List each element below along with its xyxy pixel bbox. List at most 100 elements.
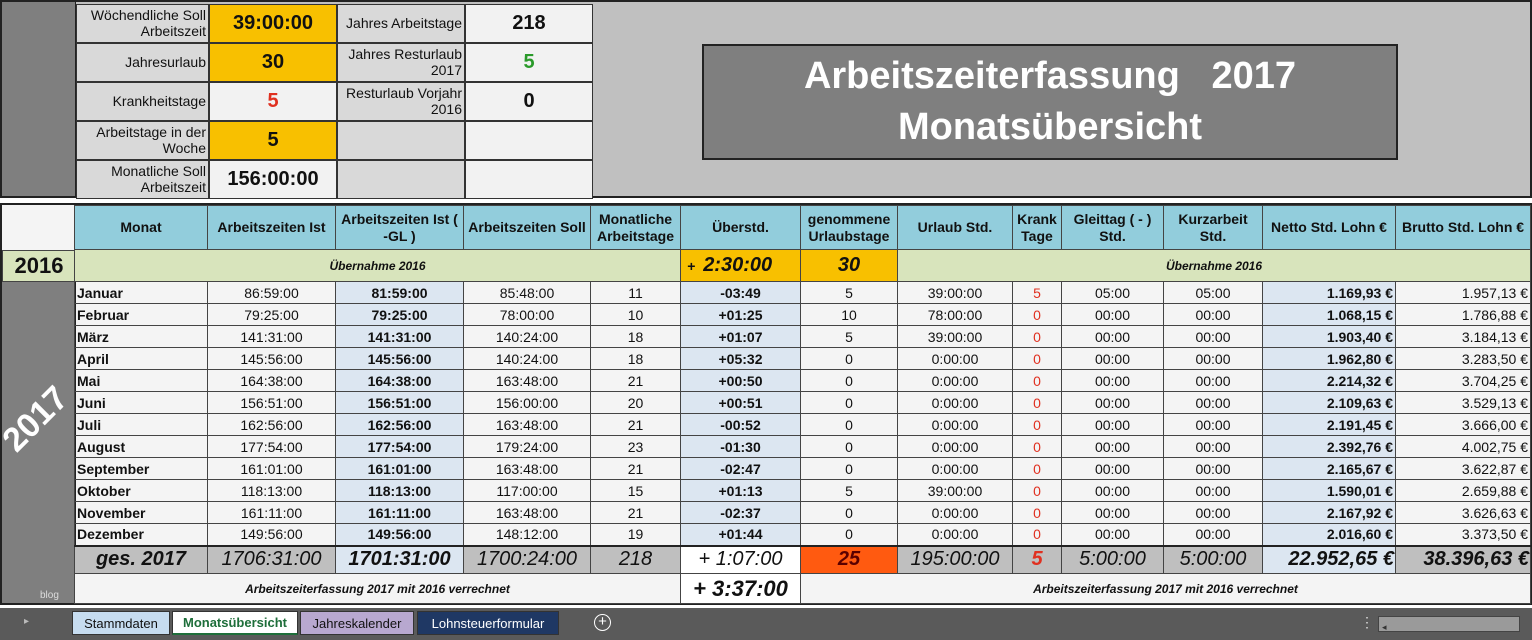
carry-overtime[interactable]: +2:30:00 — [680, 249, 801, 282]
setting-value[interactable]: 218 — [465, 4, 593, 43]
table-cell[interactable]: 118:13:00 — [207, 479, 336, 502]
table-cell[interactable]: 3.283,50 € — [1395, 347, 1531, 370]
total-cell[interactable]: 195:00:00 — [897, 544, 1013, 574]
table-cell[interactable]: 140:24:00 — [463, 347, 591, 370]
table-cell[interactable]: 156:51:00 — [207, 391, 336, 414]
table-cell[interactable]: 141:31:00 — [335, 325, 464, 348]
table-cell[interactable]: 161:01:00 — [207, 457, 336, 480]
table-cell[interactable]: 39:00:00 — [897, 325, 1013, 348]
table-cell[interactable]: 163:48:00 — [463, 369, 591, 392]
table-cell[interactable]: 2.659,88 € — [1395, 479, 1531, 502]
table-cell[interactable]: 162:56:00 — [207, 413, 336, 436]
table-cell[interactable]: 140:24:00 — [463, 325, 591, 348]
table-cell[interactable]: April — [74, 347, 208, 370]
table-cell[interactable]: -00:52 — [680, 413, 801, 436]
table-cell[interactable]: 00:00 — [1061, 501, 1164, 524]
table-cell[interactable]: 21 — [590, 457, 681, 480]
table-cell[interactable]: 21 — [590, 413, 681, 436]
table-cell[interactable]: 3.529,13 € — [1395, 391, 1531, 414]
table-cell[interactable]: 3.704,25 € — [1395, 369, 1531, 392]
total-cell[interactable]: 1706:31:00 — [207, 544, 336, 574]
total-cell[interactable]: + 1:07:00 — [680, 544, 801, 574]
table-cell[interactable]: 161:11:00 — [335, 501, 464, 524]
table-cell[interactable]: +05:32 — [680, 347, 801, 370]
table-cell[interactable]: 0:00:00 — [897, 435, 1013, 458]
table-cell[interactable]: 5 — [800, 281, 898, 304]
table-cell[interactable]: 0 — [1012, 391, 1062, 414]
table-cell[interactable]: 164:38:00 — [207, 369, 336, 392]
table-cell[interactable]: 0:00:00 — [897, 501, 1013, 524]
table-cell[interactable]: August — [74, 435, 208, 458]
table-cell[interactable]: 00:00 — [1163, 369, 1263, 392]
more-options-icon[interactable]: ⋮ — [1360, 614, 1374, 630]
table-cell[interactable]: 161:01:00 — [335, 457, 464, 480]
table-cell[interactable]: 00:00 — [1061, 303, 1164, 326]
table-cell[interactable]: 0:00:00 — [897, 523, 1013, 546]
scroll-left-icon[interactable]: ◂ — [1382, 622, 1387, 632]
total-cell[interactable]: 38.396,63 € — [1395, 544, 1531, 574]
table-cell[interactable]: +00:51 — [680, 391, 801, 414]
table-cell[interactable]: 161:11:00 — [207, 501, 336, 524]
table-cell[interactable]: 00:00 — [1061, 523, 1164, 546]
table-cell[interactable]: 15 — [590, 479, 681, 502]
scroll-tabs-left-icon[interactable]: ▸ — [24, 616, 30, 627]
total-cell[interactable]: 5:00:00 — [1163, 544, 1263, 574]
table-cell[interactable]: -03:49 — [680, 281, 801, 304]
table-cell[interactable]: 81:59:00 — [335, 281, 464, 304]
table-cell[interactable]: 145:56:00 — [207, 347, 336, 370]
table-cell[interactable]: Januar — [74, 281, 208, 304]
table-cell[interactable]: 163:48:00 — [463, 457, 591, 480]
table-cell[interactable]: 00:00 — [1061, 369, 1164, 392]
table-cell[interactable]: 163:48:00 — [463, 413, 591, 436]
total-cell[interactable]: 5 — [1012, 544, 1062, 574]
table-cell[interactable]: 00:00 — [1163, 523, 1263, 546]
table-cell[interactable]: 86:59:00 — [207, 281, 336, 304]
table-cell[interactable]: 00:00 — [1163, 325, 1263, 348]
table-cell[interactable]: 0 — [1012, 303, 1062, 326]
table-cell[interactable]: 1.903,40 € — [1262, 325, 1396, 348]
table-cell[interactable]: 05:00 — [1163, 281, 1263, 304]
table-cell[interactable]: 85:48:00 — [463, 281, 591, 304]
table-cell[interactable]: 0 — [800, 347, 898, 370]
table-cell[interactable]: -02:37 — [680, 501, 801, 524]
table-cell[interactable]: 164:38:00 — [335, 369, 464, 392]
table-cell[interactable]: 00:00 — [1163, 303, 1263, 326]
table-cell[interactable]: 20 — [590, 391, 681, 414]
carry-label[interactable]: Übernahme 2016 — [74, 249, 681, 282]
table-cell[interactable]: 00:00 — [1061, 347, 1164, 370]
tab-jahreskalender[interactable]: Jahreskalender — [300, 611, 414, 635]
total-cell[interactable]: 25 — [800, 544, 898, 574]
table-cell[interactable]: +00:50 — [680, 369, 801, 392]
table-cell[interactable]: Februar — [74, 303, 208, 326]
table-cell[interactable]: 118:13:00 — [335, 479, 464, 502]
table-cell[interactable]: 2.016,60 € — [1262, 523, 1396, 546]
table-cell[interactable]: 11 — [590, 281, 681, 304]
table-cell[interactable]: 0 — [1012, 369, 1062, 392]
table-cell[interactable]: 0 — [800, 391, 898, 414]
table-cell[interactable]: 145:56:00 — [335, 347, 464, 370]
table-cell[interactable]: 0 — [1012, 413, 1062, 436]
setting-value[interactable] — [465, 121, 593, 160]
tab-stammdaten[interactable]: Stammdaten — [72, 611, 170, 635]
table-cell[interactable]: 1.169,93 € — [1262, 281, 1396, 304]
table-cell[interactable]: 00:00 — [1061, 479, 1164, 502]
table-cell[interactable]: 0:00:00 — [897, 391, 1013, 414]
table-cell[interactable]: 156:51:00 — [335, 391, 464, 414]
table-cell[interactable]: 00:00 — [1163, 391, 1263, 414]
table-cell[interactable]: 3.373,50 € — [1395, 523, 1531, 546]
table-cell[interactable]: 05:00 — [1061, 281, 1164, 304]
table-cell[interactable]: 5 — [800, 479, 898, 502]
table-cell[interactable]: 0 — [1012, 435, 1062, 458]
table-cell[interactable]: 00:00 — [1163, 347, 1263, 370]
table-cell[interactable]: 4.002,75 € — [1395, 435, 1531, 458]
table-cell[interactable]: 0:00:00 — [897, 457, 1013, 480]
total-cell[interactable]: ges. 2017 — [74, 544, 208, 574]
table-cell[interactable]: 00:00 — [1163, 435, 1263, 458]
table-cell[interactable]: 2.214,32 € — [1262, 369, 1396, 392]
table-cell[interactable]: +01:13 — [680, 479, 801, 502]
table-cell[interactable]: 0 — [800, 435, 898, 458]
total-cell[interactable]: 5:00:00 — [1061, 544, 1164, 574]
table-cell[interactable]: 78:00:00 — [897, 303, 1013, 326]
table-cell[interactable]: -02:47 — [680, 457, 801, 480]
table-cell[interactable]: 2.167,92 € — [1262, 501, 1396, 524]
